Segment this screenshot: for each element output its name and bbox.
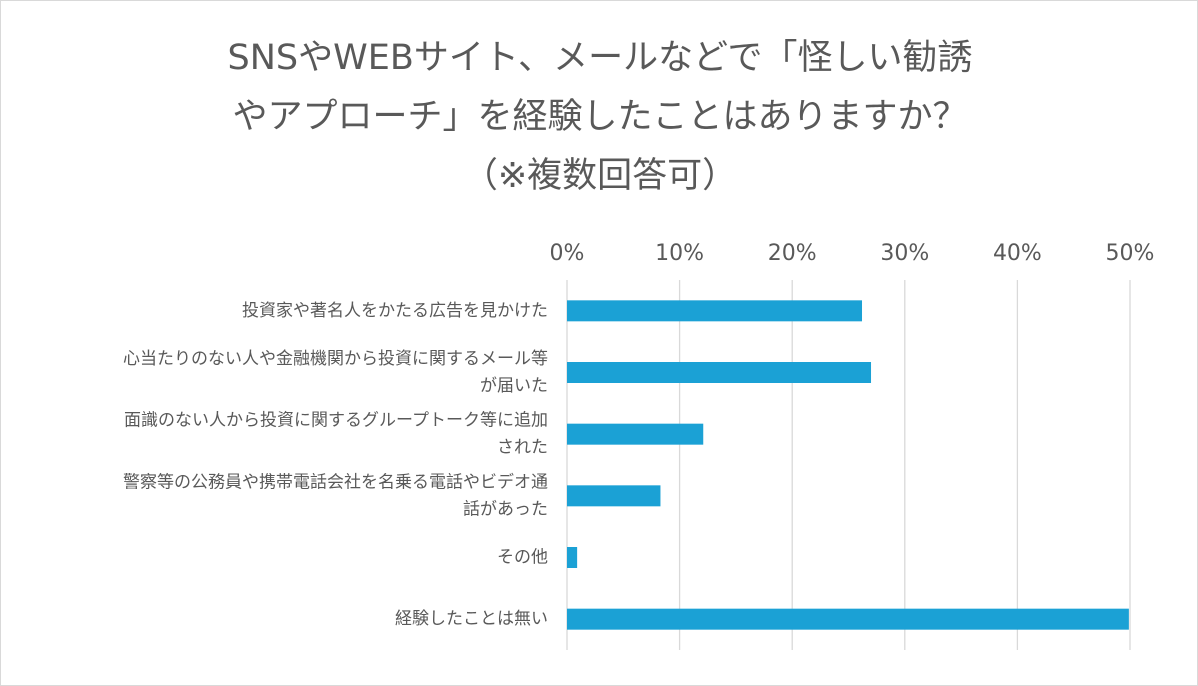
category-label: その他 bbox=[497, 548, 548, 568]
bar bbox=[567, 300, 863, 322]
category-label: 投資家や著名人をかたる広告を見かけた bbox=[242, 301, 548, 321]
bar bbox=[567, 608, 1129, 630]
category-label: 警察等の公務員や携帯電話会社を名乗る電話やビデオ通話があった bbox=[123, 471, 548, 519]
category-label-line: 投資家や著名人をかたる広告を見かけた bbox=[242, 301, 548, 321]
category-label-line: された bbox=[497, 438, 548, 458]
x-tick-label: 10% bbox=[655, 241, 704, 266]
category-label-line: 話があった bbox=[463, 499, 548, 519]
bar bbox=[567, 423, 704, 445]
x-tick-label: 30% bbox=[880, 241, 929, 266]
bar bbox=[567, 362, 872, 383]
title-line-2: やアプローチ」を経験したことはありますか？ bbox=[232, 97, 968, 137]
x-axis-tick-labels: 0% 10% 20% 30% 40% 50% bbox=[550, 241, 1155, 266]
category-label: 心当たりのない人や金融機関から投資に関するメール等が届いた bbox=[123, 349, 548, 396]
category-label: 経験したことは無い bbox=[395, 609, 548, 629]
bar bbox=[567, 485, 661, 507]
category-label-line: が届いた bbox=[480, 376, 548, 396]
chart-title: SNSやWEBサイト、メールなどで「怪しい勧誘 やアプローチ」を経験したことはあ… bbox=[61, 29, 1139, 206]
bars bbox=[567, 300, 1129, 630]
x-tick-label: 40% bbox=[993, 241, 1042, 266]
bar bbox=[567, 547, 578, 568]
category-labels: 投資家や著名人をかたる広告を見かけた心当たりのない人や金融機関から投資に関するメ… bbox=[123, 301, 548, 629]
x-tick-label: 50% bbox=[1106, 241, 1155, 266]
x-tick-label: 0% bbox=[550, 241, 585, 266]
title-line-1: SNSやWEBサイト、メールなどで「怪しい勧誘 bbox=[227, 38, 973, 78]
category-label-line: その他 bbox=[497, 548, 548, 568]
gridlines bbox=[566, 280, 1131, 650]
x-tick-label: 20% bbox=[768, 241, 817, 266]
category-label: 面識のない人から投資に関するグループトーク等に追加された bbox=[124, 411, 548, 458]
category-label-line: 心当たりのない人や金融機関から投資に関するメール等 bbox=[123, 349, 548, 369]
title-line-3: （※複数回答可） bbox=[462, 156, 738, 196]
category-label-line: 経験したことは無い bbox=[395, 609, 548, 629]
category-label-line: 警察等の公務員や携帯電話会社を名乗る電話やビデオ通 bbox=[123, 471, 548, 492]
category-label-line: 面識のない人から投資に関するグループトーク等に追加 bbox=[124, 411, 548, 431]
